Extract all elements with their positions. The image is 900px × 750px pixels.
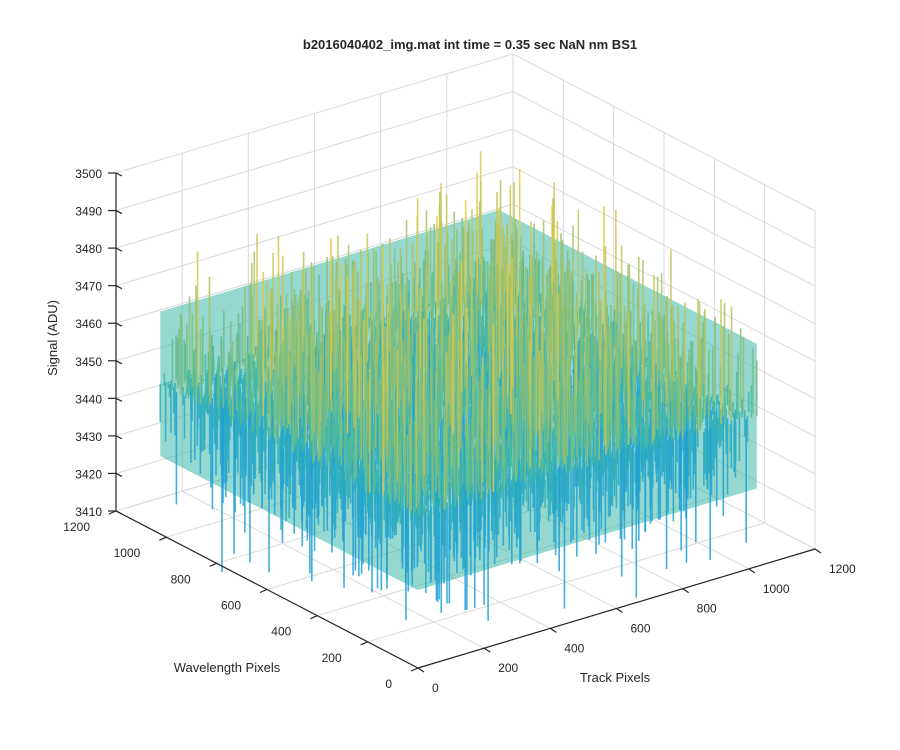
z-tick-label: 3470 (75, 280, 102, 294)
z-tick (115, 285, 123, 290)
chart-title: b2016040402_img.mat int time = 0.35 sec … (303, 37, 637, 52)
x-tick (814, 548, 822, 554)
z-tick (115, 322, 123, 327)
x-tick-label: 200 (498, 661, 518, 675)
y-tick-label: 600 (221, 599, 241, 613)
y-tick (159, 536, 167, 541)
grid-line (512, 166, 816, 325)
axes (108, 172, 822, 673)
y-tick (410, 667, 419, 672)
x-tick-label: 0 (432, 681, 439, 695)
x-tick (748, 568, 756, 574)
z-tick (115, 472, 123, 477)
x-tick (417, 667, 425, 673)
y-tick (209, 562, 217, 567)
y-tick-label: 800 (171, 572, 191, 586)
surface-plot (159, 151, 758, 621)
y-tick-label: 0 (385, 677, 392, 691)
y-tick-label: 400 (271, 625, 291, 639)
x-tick (483, 647, 491, 653)
z-tick-label: 3490 (75, 205, 102, 219)
y-tick (310, 615, 318, 620)
x-tick-label: 1000 (763, 582, 790, 596)
z-tick-label: 3440 (75, 392, 102, 406)
y-axis-label: Wavelength Pixels (174, 660, 281, 675)
x-tick-label: 600 (631, 622, 651, 636)
x-tick (550, 627, 557, 633)
z-tick (115, 510, 123, 515)
z-tick-label: 3430 (75, 430, 102, 444)
grid-line (115, 166, 514, 287)
z-axis-label: Signal (ADU) (45, 300, 60, 376)
z-tick-label: 3410 (75, 505, 102, 519)
z-tick (115, 210, 123, 215)
grid-line (512, 91, 816, 249)
z-tick-label: 3450 (75, 355, 102, 369)
x-tick-label: 800 (697, 602, 717, 616)
y-tick (259, 588, 268, 594)
x-tick-label: 400 (564, 641, 584, 655)
z-tick (115, 247, 123, 252)
y-tick-label: 200 (322, 651, 342, 665)
z-tick-label: 3500 (75, 167, 102, 181)
z-tick (115, 172, 123, 177)
z-tick-label: 3420 (75, 467, 102, 481)
z-tick (115, 435, 123, 440)
x-tick (616, 608, 623, 613)
y-tick (360, 641, 368, 646)
y-tick-label: 1000 (114, 546, 141, 560)
grid-line (512, 203, 816, 362)
z-tick-label: 3460 (75, 317, 102, 331)
y-tick-label: 1200 (63, 520, 90, 534)
grid-line (115, 91, 514, 212)
z-tick (115, 397, 123, 402)
x-axis-label: Track Pixels (580, 670, 651, 685)
grid-line (512, 128, 816, 287)
x-tick-label: 1200 (829, 562, 856, 576)
z-tick-label: 3480 (75, 242, 102, 256)
z-tick (115, 360, 123, 365)
grid-line (115, 53, 514, 174)
grid-line (367, 522, 765, 643)
x-tick (682, 588, 689, 594)
grid-line (512, 53, 816, 212)
tick-labels: 0 200 400 600 800 1000 1200 0 200 400 600 800 1000 12… (63, 167, 856, 695)
grid-line (115, 128, 514, 249)
